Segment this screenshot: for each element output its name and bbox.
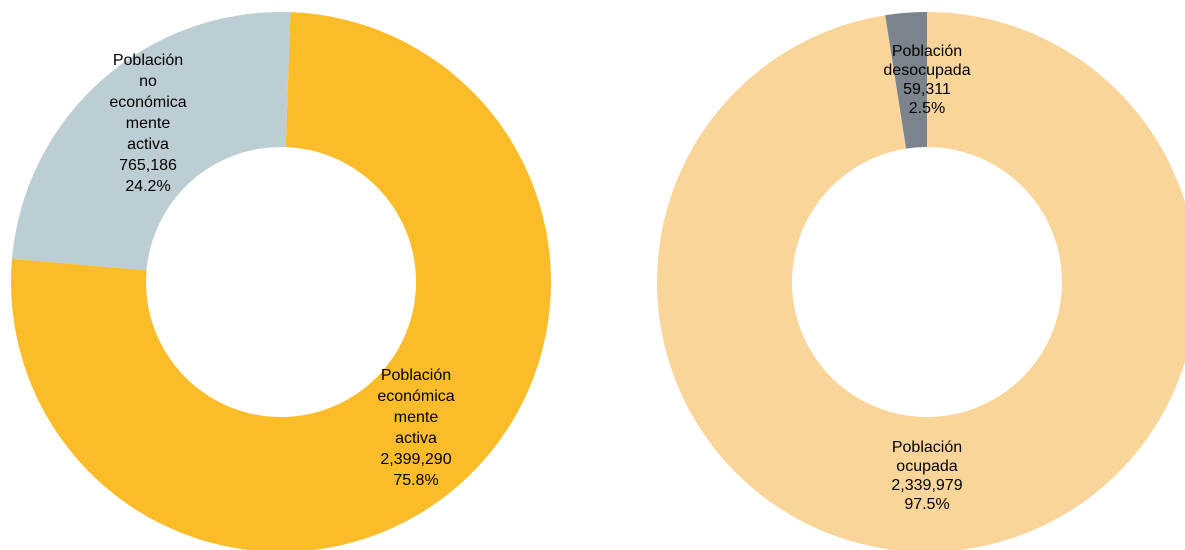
donut-slice: [657, 12, 1185, 550]
slice-value: 59,311: [903, 81, 951, 98]
slice-label: activa: [127, 136, 169, 153]
slice-label: no: [139, 73, 157, 90]
donut-slice: [11, 12, 551, 550]
donut-chart: Población ocupada 2,339,979 97.5% Población d…: [657, 12, 1185, 550]
slice-label: desocupada: [883, 62, 970, 79]
slice-percentage: 97.5%: [904, 496, 949, 513]
slice-label: mente: [126, 115, 171, 132]
slice-label: Población: [113, 52, 183, 69]
slice-label: mente: [394, 409, 439, 426]
donut-slice: [885, 12, 927, 149]
slice-label: económica: [109, 94, 186, 111]
slice-label: económica: [377, 388, 454, 405]
slice-label: activa: [395, 430, 437, 447]
slice-label: ocupada: [896, 458, 957, 475]
donut-slice: [12, 12, 291, 271]
slice-value: 2,339,979: [891, 477, 962, 494]
slice-percentage: 2.5%: [909, 100, 945, 117]
slice-label: Población: [892, 43, 962, 60]
slice-value: 765,186: [119, 157, 177, 174]
slice-percentage: 75.8%: [393, 472, 438, 489]
donut-chart: Población económica mente activa 2,399,290 75…: [11, 12, 551, 550]
slice-label: Población: [381, 367, 451, 384]
slice-label: Población: [892, 439, 962, 456]
slice-value: 2,399,290: [380, 451, 451, 468]
slice-percentage: 24.2%: [125, 178, 170, 195]
